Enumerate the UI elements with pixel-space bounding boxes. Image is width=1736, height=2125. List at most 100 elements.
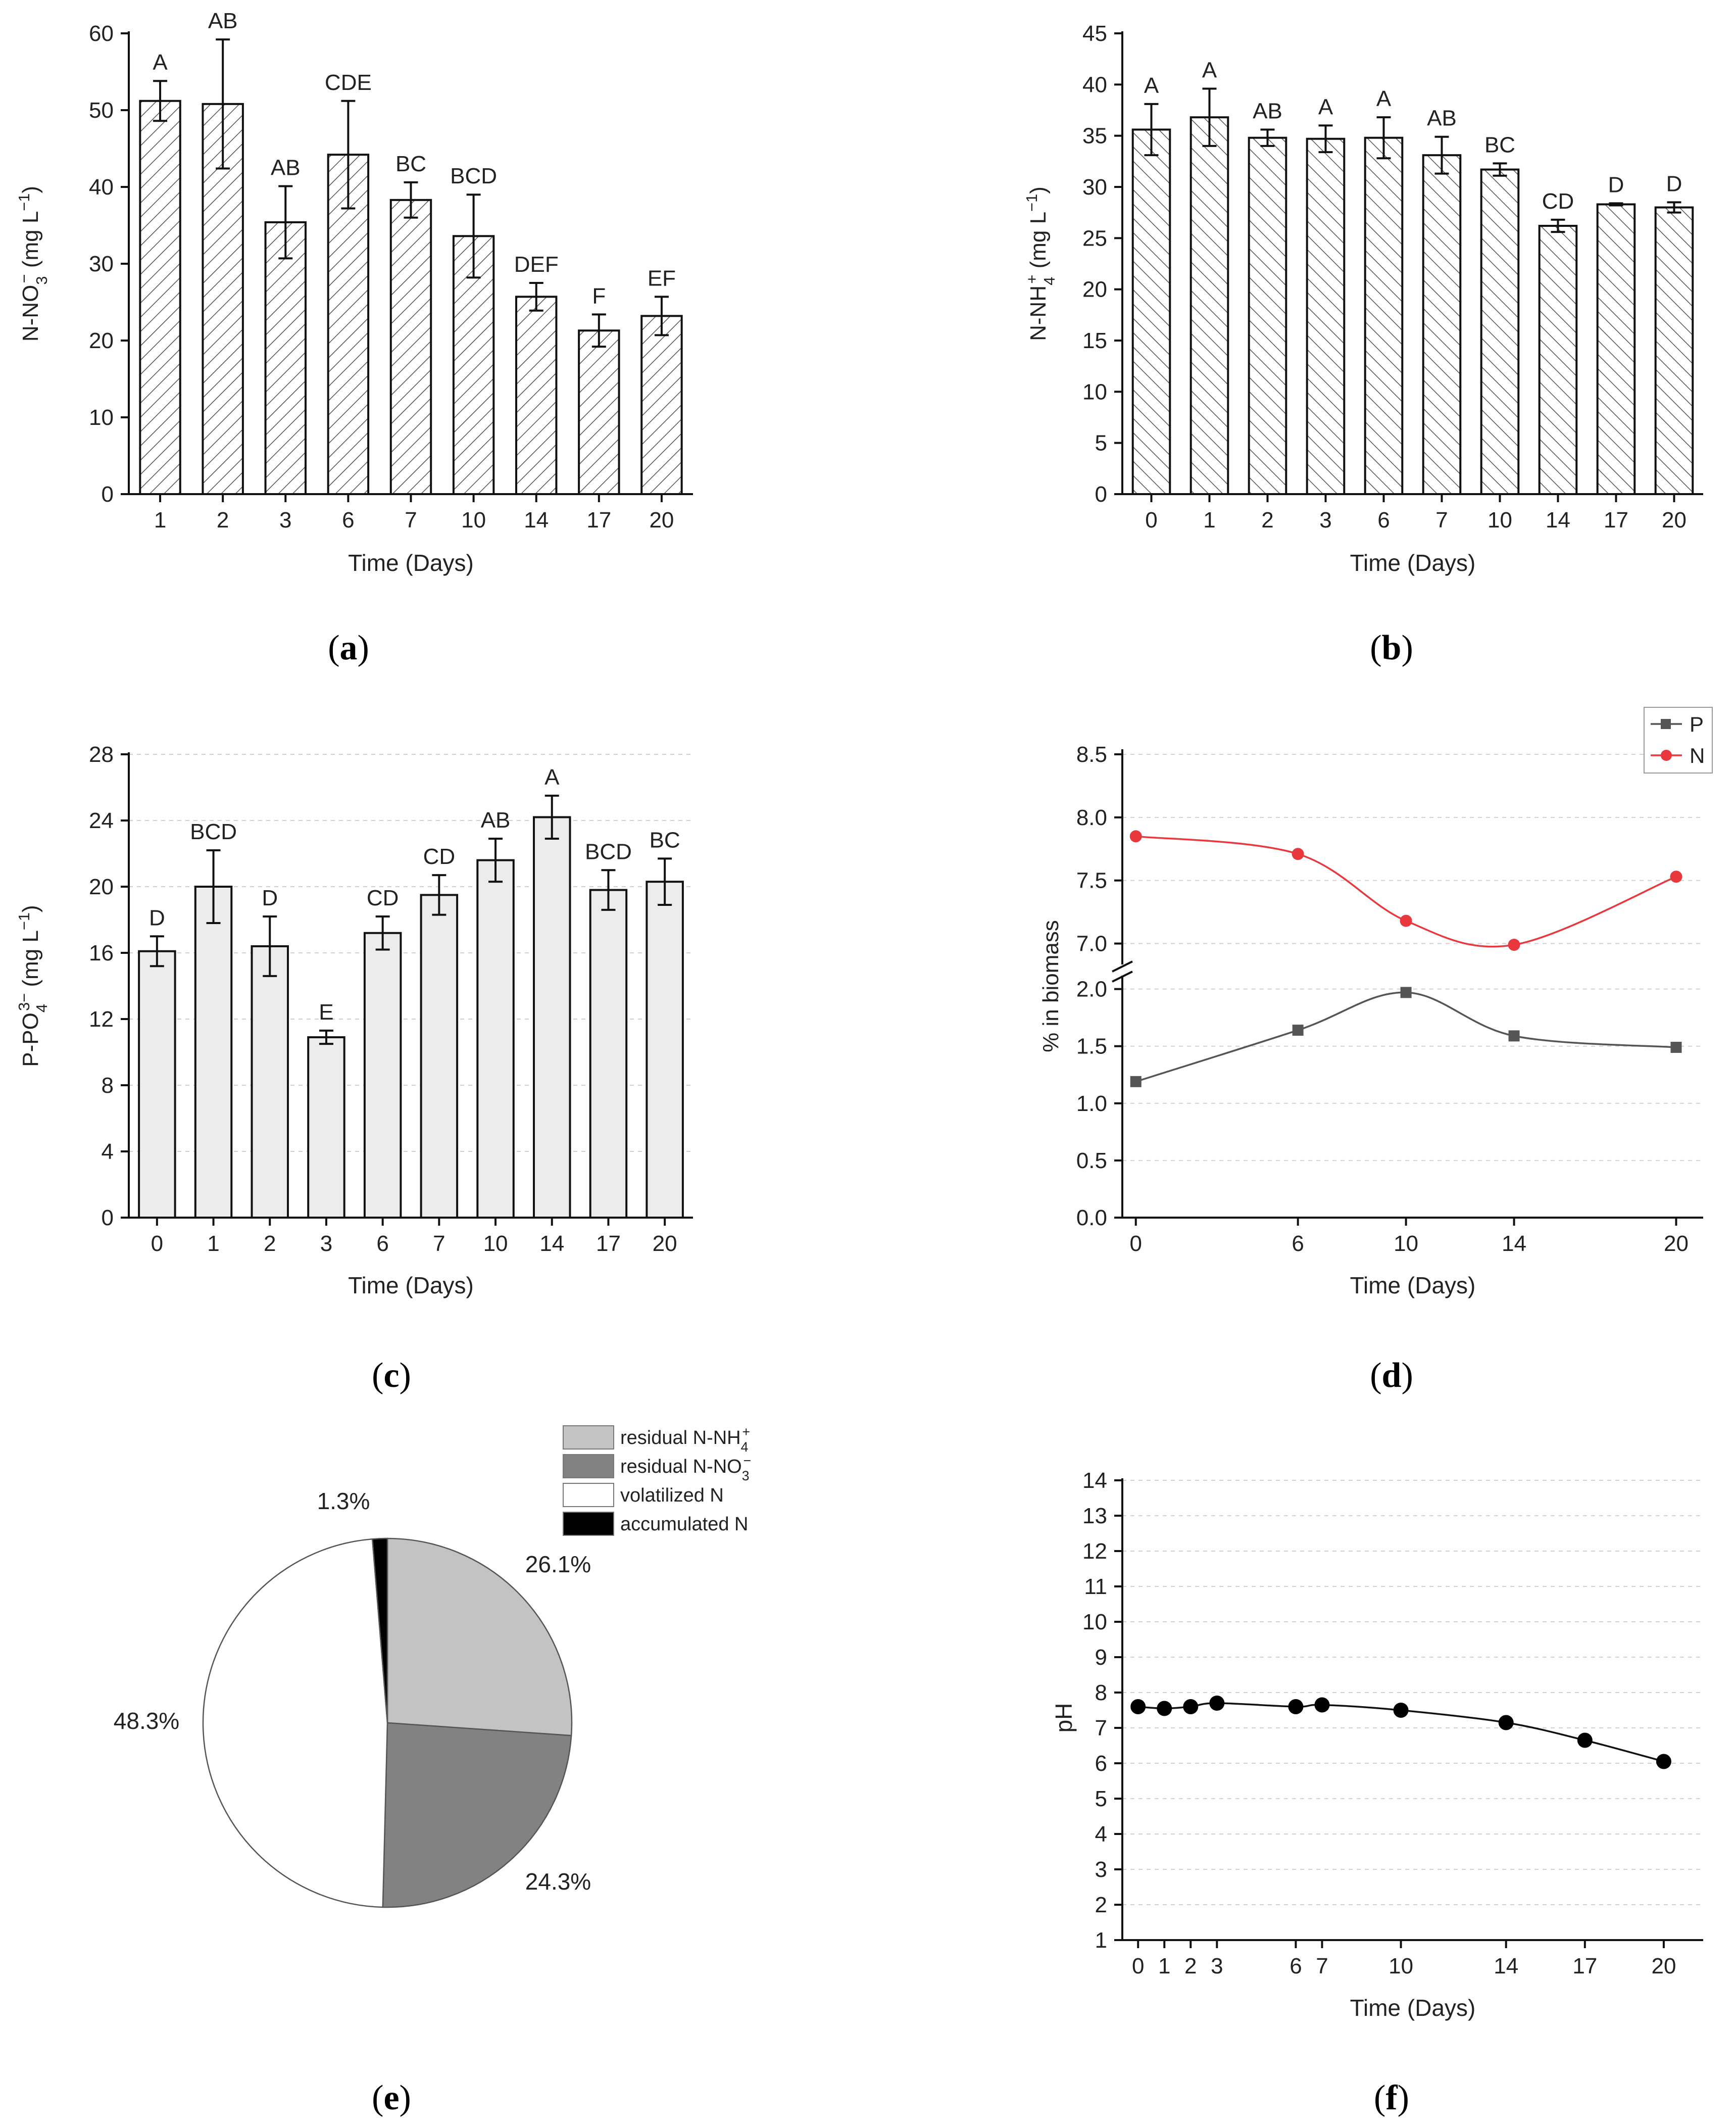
x-tick-label: 1 [1203, 508, 1215, 533]
data-point [1670, 871, 1682, 883]
x-tick-label: 10 [1394, 1231, 1418, 1256]
x-tick-label: 1 [207, 1231, 219, 1256]
y-axis-label: pH [1051, 1703, 1077, 1733]
bar [389, 199, 432, 495]
bar [138, 950, 176, 1219]
x-axis-label: Time (Days) [1350, 1995, 1476, 2021]
y-tick-label: 0 [102, 1205, 114, 1230]
x-tick-label: 17 [1572, 1954, 1597, 1978]
x-tick-label: 17 [1604, 508, 1628, 533]
y-tick-label: 7 [1095, 1716, 1107, 1741]
y-tick-label: 1.0 [1076, 1091, 1107, 1116]
y-tick-label: 3 [1095, 1857, 1107, 1882]
x-tick-label: 7 [1435, 508, 1448, 533]
x-tick-label: 10 [461, 508, 486, 533]
x-tick-label: 14 [1546, 508, 1570, 533]
bar [363, 932, 402, 1219]
bar [452, 235, 495, 495]
significance-letter: AB [481, 808, 511, 833]
data-point [1130, 1076, 1142, 1087]
y-tick-label: 7.5 [1076, 868, 1107, 893]
data-point [1130, 1699, 1146, 1714]
y-tick-label: 30 [1082, 175, 1107, 200]
bar [533, 816, 571, 1219]
pie-slice [386, 1537, 573, 1736]
x-tick-label: 7 [405, 508, 417, 533]
y-tick-label: 30 [89, 252, 114, 276]
data-point [1508, 939, 1520, 951]
y-tick-label: 24 [89, 808, 114, 833]
legend-label: N [1690, 744, 1705, 767]
significance-letter: AB [271, 155, 301, 180]
y-tick-label: 8 [1095, 1680, 1107, 1705]
y-tick-label: 8 [102, 1073, 114, 1098]
significance-letter: BC [650, 828, 680, 852]
y-tick-label: 5 [1095, 1786, 1107, 1811]
legend-swatch [563, 1512, 614, 1536]
data-point [1292, 848, 1304, 860]
x-tick-label: 20 [649, 508, 674, 533]
y-tick-label: 9 [1095, 1645, 1107, 1670]
y-tick-label: 20 [89, 875, 114, 899]
panel-label-f: (f) [1374, 2079, 1409, 2117]
y-tick-label: 11 [1084, 1574, 1107, 1599]
significance-letter: CD [423, 844, 456, 869]
significance-letter: CD [367, 886, 399, 910]
x-tick-label: 14 [539, 1231, 564, 1256]
significance-letter: DEF [514, 252, 559, 277]
y-tick-label: 60 [89, 21, 114, 46]
bar [1480, 168, 1520, 495]
y-tick-label: 10 [89, 405, 114, 430]
data-point [1288, 1699, 1304, 1714]
significance-letter: A [544, 765, 560, 790]
x-axis-label: Time (Days) [1350, 1272, 1476, 1298]
data-point [1577, 1732, 1593, 1748]
bar [640, 315, 683, 495]
x-tick-label: 20 [1651, 1954, 1676, 1978]
panel-c: D 0 BCD 1 D 2 E 3 CD 6 CD 7 AB 10 A 14 BCD 17 BC 20 0 4 8 12 16 2… [15, 742, 693, 1298]
y-tick-label: 0.5 [1076, 1148, 1107, 1173]
data-point [1656, 1754, 1671, 1769]
significance-letter: BC [1484, 132, 1515, 157]
x-axis-label: Time (Days) [348, 550, 474, 576]
y-tick-label: 4 [102, 1139, 114, 1164]
legend-label: residual N-NO3− [620, 1453, 751, 1483]
y-tick-label: 35 [1082, 124, 1107, 149]
bar [1306, 137, 1346, 496]
panel-label-b: (b) [1370, 629, 1413, 667]
x-tick-label: 0 [1132, 1954, 1144, 1978]
y-tick-label: 8.0 [1076, 805, 1107, 830]
x-tick-label: 6 [1292, 1231, 1304, 1256]
panel-label-c: (c) [372, 1356, 411, 1395]
x-tick-label: 1 [154, 508, 166, 533]
y-tick-label: 40 [1082, 72, 1107, 97]
x-tick-label: 7 [1316, 1954, 1328, 1978]
legend-box [1644, 707, 1713, 774]
y-tick-label: 2.0 [1076, 977, 1107, 1002]
bar [1189, 116, 1229, 496]
y-axis-label: P-PO43− (mg L−1) [15, 905, 51, 1067]
bar [420, 894, 459, 1219]
x-tick-label: 0 [151, 1231, 163, 1256]
legend-marker [1661, 750, 1672, 761]
y-tick-label: 20 [89, 328, 114, 353]
bar [264, 221, 307, 496]
bar [251, 945, 289, 1219]
legend-label: volatilized N [620, 1485, 724, 1506]
y-tick-label: 15 [1082, 328, 1107, 353]
data-point [1209, 1696, 1225, 1711]
significance-letter: D [262, 886, 278, 910]
y-tick-label: 1.5 [1076, 1034, 1107, 1059]
pie-percent-label: 24.3% [525, 1868, 591, 1895]
significance-letter: AB [1427, 106, 1457, 131]
x-tick-label: 20 [1664, 1231, 1689, 1256]
data-point [1129, 830, 1142, 843]
bar [307, 1036, 345, 1219]
data-point [1314, 1697, 1330, 1713]
bar [1364, 136, 1404, 496]
x-tick-label: 10 [1388, 1954, 1413, 1978]
significance-letter: A [1202, 58, 1217, 82]
bar [139, 100, 181, 495]
